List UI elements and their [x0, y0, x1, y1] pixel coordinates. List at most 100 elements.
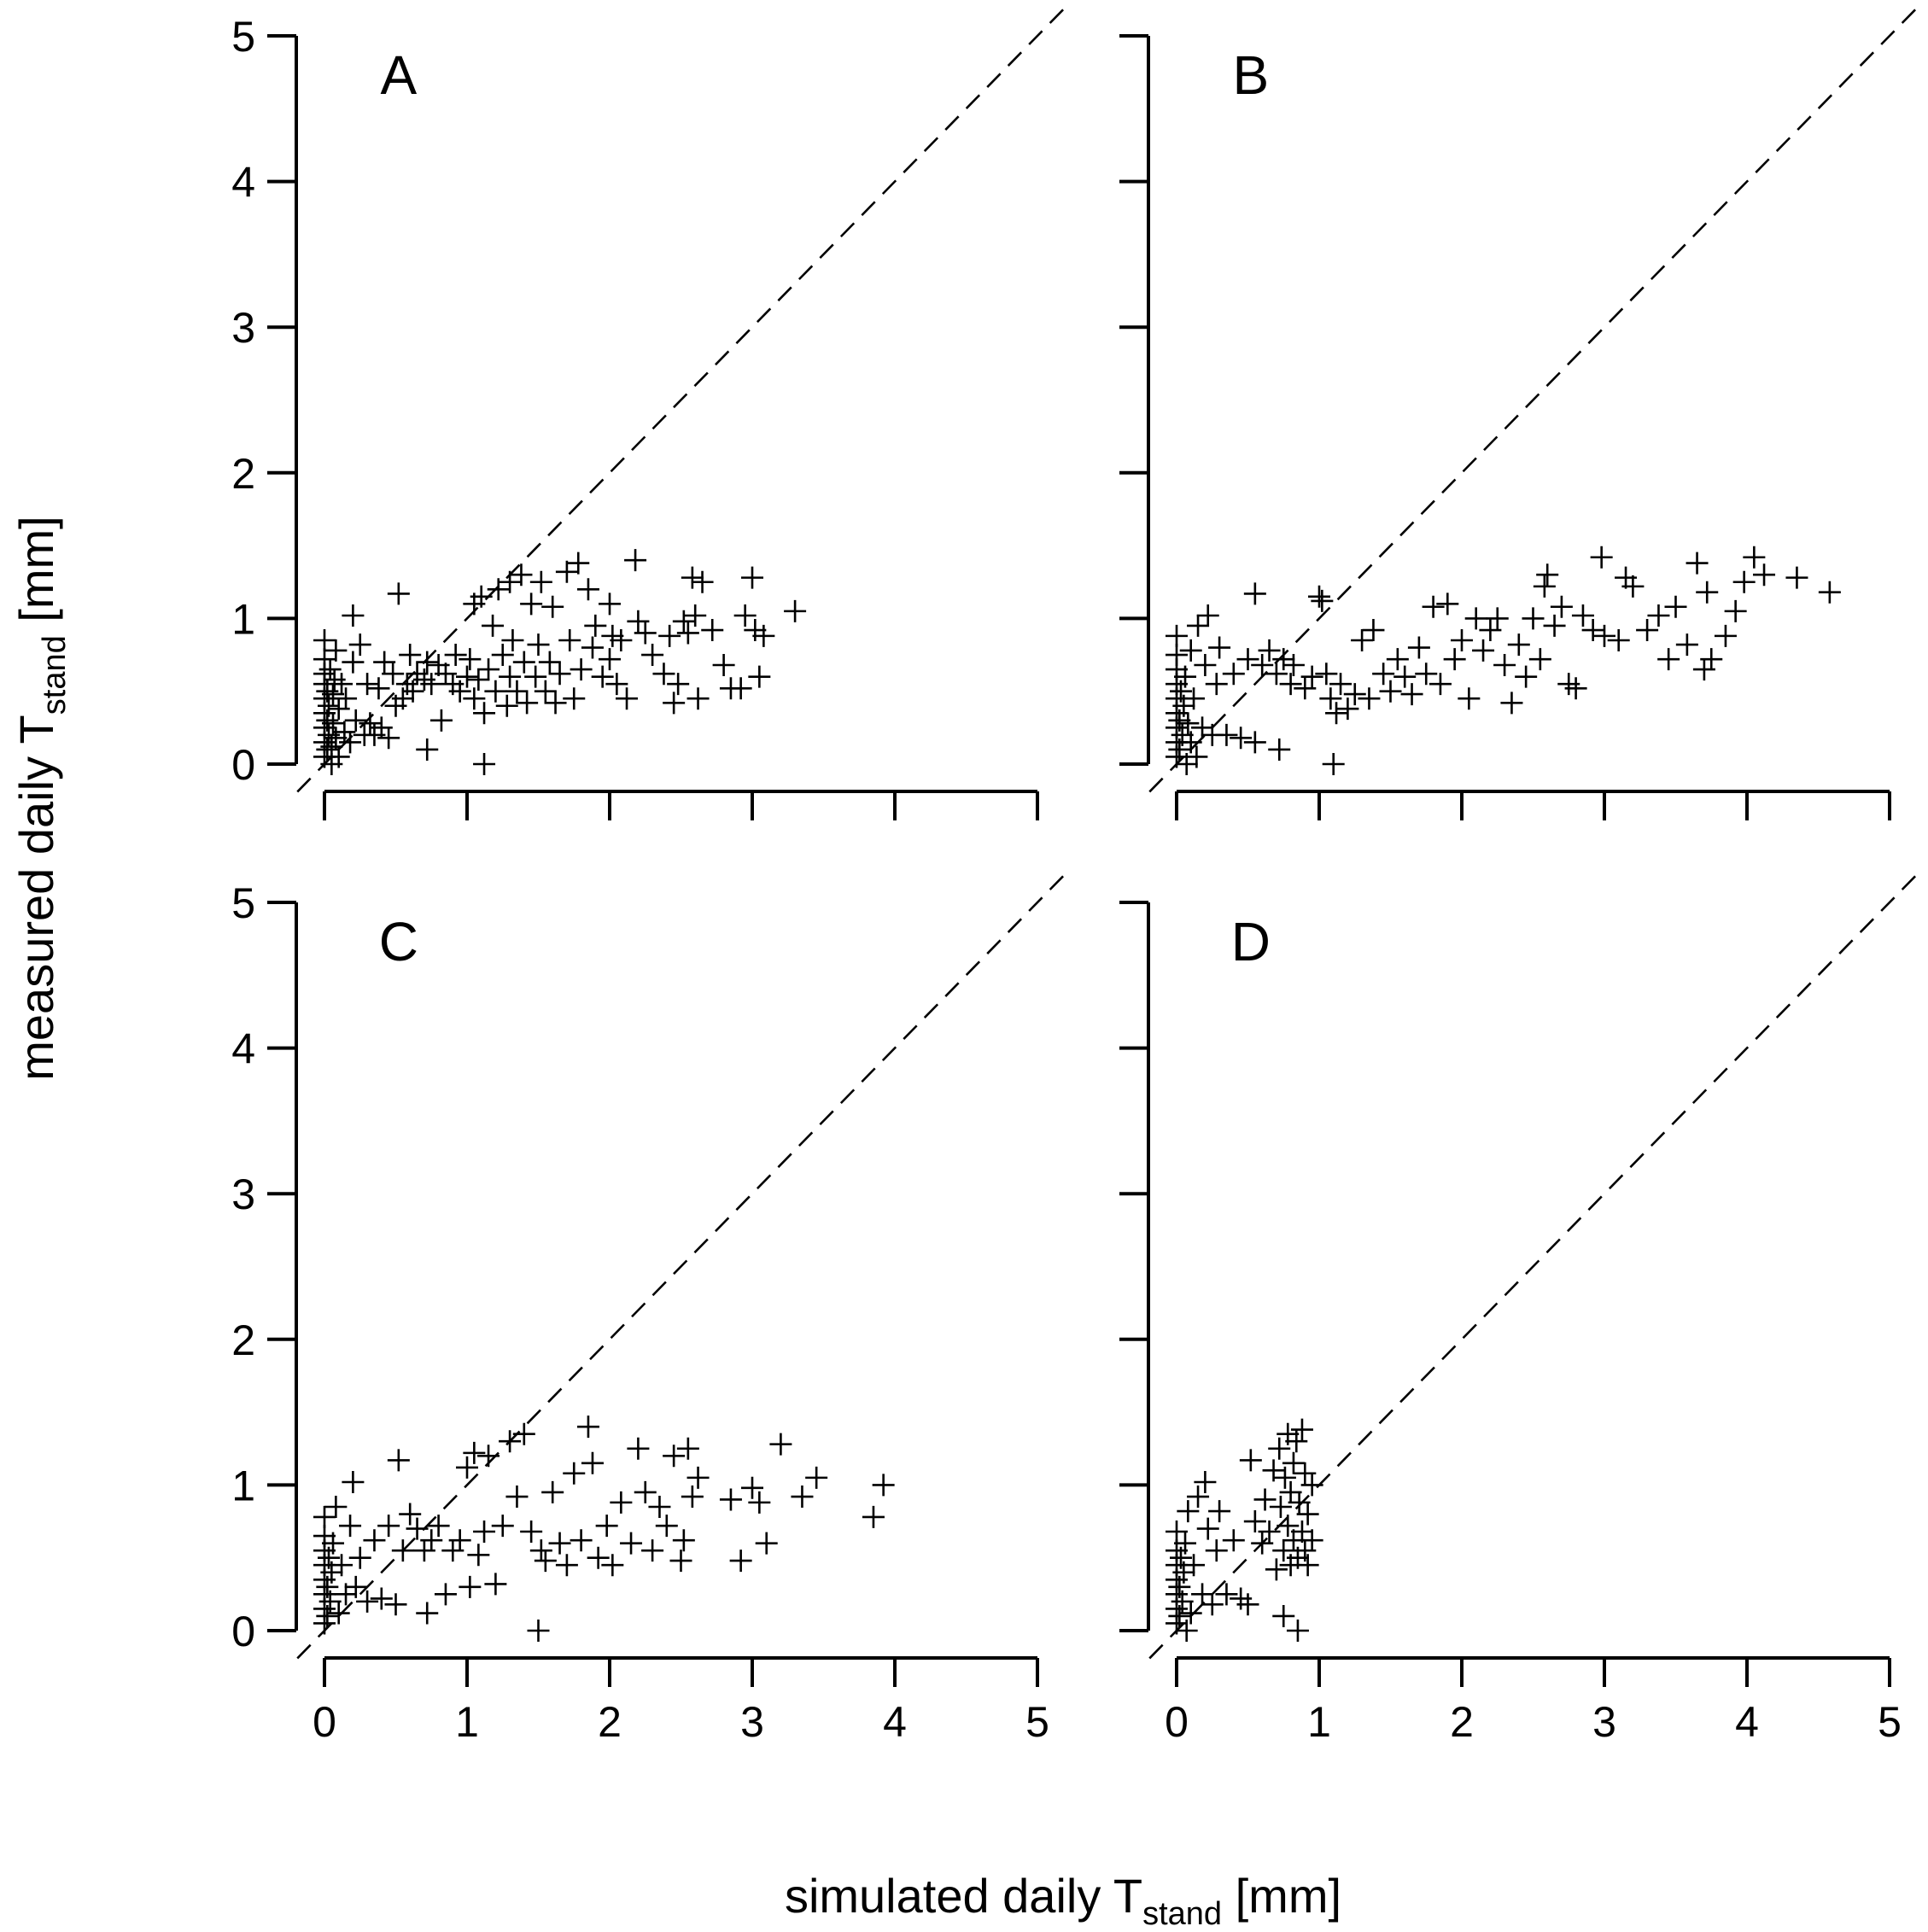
panel-d-data-point: [1236, 1593, 1259, 1616]
panel-a-data-point: [570, 658, 593, 681]
panel-b-data-point: [1607, 628, 1630, 651]
panel-d-data-point: [1253, 1488, 1277, 1511]
panel-b-data-point: [1464, 607, 1487, 630]
panel-d-x-tick-label: 4: [1735, 1698, 1759, 1746]
panel-c-data-point: [641, 1539, 664, 1562]
panel-b-data-point: [1351, 628, 1374, 651]
panel-c-data-point: [463, 1441, 486, 1464]
y-axis-title-subscript: stand: [37, 635, 73, 715]
panel-c-data-point: [541, 1480, 564, 1503]
panel-d-data-point: [1272, 1604, 1295, 1627]
panel-a-data-point: [459, 648, 482, 671]
panel-a-data-point: [616, 687, 639, 710]
panel-c-data-point: [456, 1456, 478, 1479]
panel-a-data-point: [581, 636, 604, 659]
panel-c-data-point: [391, 1539, 414, 1562]
panel-b-data-point: [1166, 644, 1188, 667]
panel-c-data-point: [318, 1590, 342, 1613]
panel-b-data-point: [1336, 698, 1359, 721]
panel-d-data-point: [1201, 1593, 1224, 1616]
panel-b-data-point: [1647, 604, 1670, 627]
panel-c-data-point: [387, 1449, 410, 1472]
panel-d-data-point: [1262, 1459, 1285, 1482]
panel-b-data-point: [1536, 563, 1559, 587]
panel-c-y-tick-label: 2: [231, 1316, 255, 1364]
panel-b-data-point: [1386, 648, 1409, 671]
panel-a-data-point: [313, 628, 336, 651]
panel-b-data-point: [1279, 673, 1302, 696]
panel-a-data-point: [499, 570, 522, 593]
panel-b-data-point: [1372, 662, 1395, 686]
panel-c-data-point: [534, 1550, 557, 1573]
panel-d-data-point: [1194, 1470, 1217, 1493]
panel-b-data-point: [1522, 607, 1545, 630]
panel-a-data-point: [359, 712, 382, 735]
panel-b-data-point: [1564, 677, 1587, 700]
panel-c-data-point: [324, 1495, 348, 1518]
panel-a-data-point: [516, 692, 539, 715]
panel-b-data-point: [1185, 745, 1208, 768]
panel-d-data-point: [1171, 1590, 1194, 1613]
panel-b-data-point: [1166, 624, 1188, 647]
panel-a-data-point: [686, 687, 710, 710]
panel-b-data-point: [1393, 665, 1417, 688]
panel-d-data-point: [1294, 1462, 1317, 1485]
panel-a-data-point: [663, 692, 686, 715]
panel-b-data-point: [1743, 546, 1766, 569]
panel-d-data-point: [1296, 1554, 1319, 1577]
panel-b-data-point: [1400, 683, 1423, 706]
panel-b-data-point: [1358, 687, 1381, 710]
panel-c-data-point: [672, 1529, 695, 1552]
panel-c-data-point: [576, 1415, 599, 1439]
panel-b-data-point: [1170, 680, 1193, 703]
panel-b-data-point: [1593, 624, 1615, 647]
panel-a-data-point: [420, 673, 443, 696]
panel-a-data-point: [342, 651, 365, 674]
panel-b-data-point: [1343, 683, 1366, 706]
panel-a-data-point: [591, 665, 614, 688]
panel-c-data-point: [459, 1575, 482, 1598]
panel-b-data-point: [1322, 753, 1345, 775]
panel-d-data-point: [1177, 1500, 1200, 1523]
panel-c-data-point: [342, 1470, 365, 1493]
panel-d-data-point: [1208, 1500, 1231, 1523]
panel-a-data-point: [684, 604, 707, 627]
panel-a: 0 1 2 3 4 5 A: [231, 5, 1067, 820]
panel-a-data-point: [534, 680, 557, 703]
panel-c-data-point: [420, 1529, 443, 1552]
panel-b-data-point: [1785, 566, 1808, 589]
panels: 0 1 2 3 4 5 A B 0 1 2 3 4 5 0 1 2 3 4 5 C 0 1 2 3 4 5 D: [231, 5, 1919, 1746]
panel-b-data-point: [1515, 665, 1538, 688]
panel-a-data-point: [529, 570, 552, 593]
panel-b-data-point: [1222, 662, 1245, 686]
panel-b-data-point: [1215, 723, 1238, 746]
panel-a-data-point: [487, 578, 510, 601]
panel-a-data-point: [495, 694, 518, 717]
panel-b-data-point: [1268, 738, 1291, 761]
panel-a-data-point: [729, 677, 752, 700]
x-axis-title: simulated daily Tstand [mm]: [785, 1869, 1341, 1928]
panel-a-data-point: [429, 709, 453, 732]
panel-c-data-point: [348, 1546, 371, 1569]
panel-a-data-point: [744, 619, 767, 642]
panel-a-data-point: [733, 604, 757, 627]
panel-a-data-point: [484, 680, 507, 703]
panel-a-data-point: [624, 549, 647, 572]
panel-c-data-point: [729, 1550, 752, 1573]
panel-c-data-point: [791, 1485, 814, 1509]
panel-a-data-point: [605, 673, 628, 696]
panel-b-data-point: [1686, 552, 1709, 575]
panel-c-data-point: [322, 1532, 345, 1555]
panel-c-data-point: [601, 1554, 624, 1577]
panel-c-data-point: [473, 1520, 496, 1543]
panel-b-data-point: [1581, 619, 1604, 642]
panel-a-data-point: [567, 552, 590, 575]
panel-c-data-point: [563, 1462, 586, 1485]
panel-c-data-point: [363, 1529, 386, 1552]
panel-b-data-point: [1507, 633, 1530, 657]
panel-b-data-point: [1265, 662, 1288, 686]
panel-c-data-point: [327, 1602, 350, 1625]
panel-a-data-point: [658, 624, 681, 647]
panel-c-data-point: [406, 1517, 429, 1540]
